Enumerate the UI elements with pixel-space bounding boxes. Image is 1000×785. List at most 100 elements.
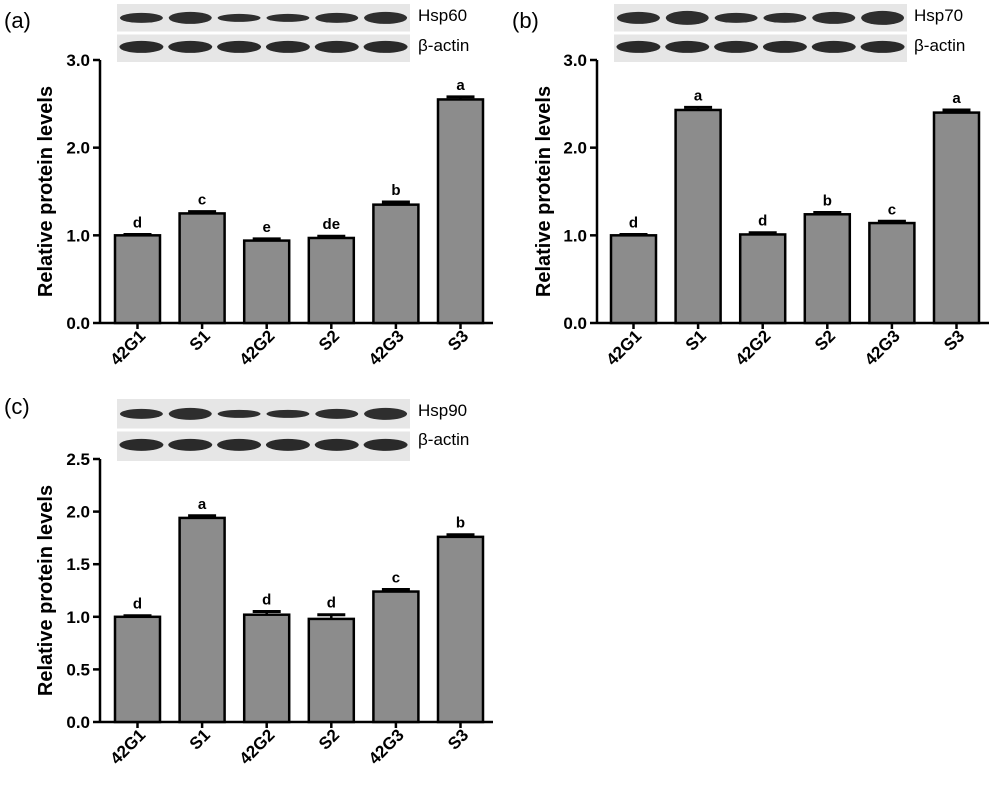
blot-label-actin: β-actin — [418, 36, 469, 55]
significance-label: d — [133, 596, 142, 613]
bar — [372, 203, 420, 325]
x-tick-label: S2 — [811, 326, 839, 354]
blot-band-actin — [860, 40, 905, 53]
significance-label: c — [198, 192, 206, 209]
panel-a: (a) Hsp60 β-actin 0.0 1.0 2.0 3.0 Relative prot… — [4, 4, 493, 369]
y-axis-title: Relative protein levels — [533, 86, 555, 297]
panel-c: (c) Hsp90 β-actin 0.0 0.5 1.0 1.5 2.0 2.5 Relativ… — [4, 394, 493, 768]
y-tick-label: 1.0 — [563, 226, 587, 245]
blot-band-actin — [665, 40, 710, 53]
x-tick-label: S2 — [315, 725, 343, 753]
y-tick-label: 2.5 — [66, 450, 90, 469]
y-tick-label: 3.0 — [66, 51, 90, 70]
bar — [738, 233, 787, 325]
significance-label: d — [758, 213, 767, 230]
blot-label-actin: β-actin — [418, 430, 469, 449]
y-tick-label: 2.0 — [66, 139, 90, 158]
significance-label: c — [392, 569, 400, 586]
significance-label: d — [327, 595, 336, 612]
y-tick-label: 1.0 — [66, 226, 90, 245]
y-tick-label: 2.0 — [66, 503, 90, 522]
significance-label: de — [323, 216, 341, 233]
y-tick-label: 1.0 — [66, 608, 90, 627]
bar — [178, 516, 226, 724]
blot-band-target — [315, 408, 359, 419]
x-tick-label: S2 — [315, 326, 343, 354]
blot-band-actin — [811, 40, 856, 53]
x-tick-label: S1 — [186, 326, 214, 354]
significance-label: d — [133, 214, 142, 231]
blot-band-actin — [217, 40, 262, 53]
panel-letter: (c) — [4, 394, 30, 419]
y-axis-title: Relative protein levels — [35, 86, 57, 297]
blot-band-actin — [762, 40, 807, 53]
blot-band-actin — [616, 40, 661, 53]
blot-band-target — [119, 408, 163, 419]
blot-band-target — [266, 409, 310, 418]
y-axis-title: Relative protein levels — [35, 485, 57, 696]
blot-band-target — [217, 409, 261, 418]
bar — [307, 236, 356, 325]
x-tick-label: 42G1 — [106, 725, 149, 768]
significance-label: a — [694, 87, 703, 104]
x-tick-label: 42G3 — [365, 326, 408, 369]
blot-band-target — [266, 13, 310, 22]
bar — [868, 221, 916, 325]
bar — [242, 239, 291, 325]
blot-band-target — [665, 10, 709, 25]
x-tick-label: 42G1 — [602, 326, 645, 369]
blot-band-actin — [363, 438, 408, 451]
significance-label: d — [262, 592, 271, 609]
bar — [803, 213, 852, 325]
blot-band-target — [217, 13, 261, 22]
significance-label: a — [952, 90, 961, 107]
x-tick-label: 42G3 — [365, 725, 408, 768]
x-tick-label: 42G2 — [236, 725, 279, 768]
x-tick-label: S3 — [444, 326, 472, 354]
blot-band-actin — [714, 40, 759, 53]
blot-label-actin: β-actin — [914, 36, 965, 55]
blot-band-target — [168, 11, 212, 24]
blot-band-target — [763, 12, 807, 23]
blot-band-actin — [119, 40, 164, 53]
panel-letter: (a) — [4, 8, 31, 33]
y-tick-label: 1.5 — [66, 555, 90, 574]
x-tick-label: 42G3 — [861, 326, 904, 369]
x-tick-label: 42G2 — [732, 326, 775, 369]
y-tick-label: 3.0 — [563, 51, 587, 70]
blot-band-target — [168, 407, 212, 420]
blot-label-target: Hsp60 — [418, 6, 467, 25]
x-tick-label: 42G2 — [236, 326, 279, 369]
blot-band-target — [714, 12, 758, 23]
blot-band-target — [812, 11, 856, 24]
bar — [436, 535, 485, 724]
x-tick-label: S1 — [186, 725, 214, 753]
y-tick-label: 0.0 — [563, 314, 587, 333]
bar — [609, 234, 658, 325]
x-tick-label: S3 — [940, 326, 968, 354]
bar — [436, 98, 485, 325]
blot-band-actin — [265, 438, 310, 451]
significance-label: d — [629, 214, 638, 231]
blot-label-target: Hsp70 — [914, 6, 963, 25]
significance-label: b — [456, 515, 465, 532]
significance-label: b — [823, 193, 832, 210]
blot-band-target — [364, 407, 408, 420]
bar — [307, 617, 356, 724]
y-tick-label: 0.5 — [66, 660, 90, 679]
significance-label: e — [263, 219, 271, 236]
blot-band-actin — [168, 438, 213, 451]
blot-band-actin — [119, 438, 164, 451]
blot-band-target — [315, 12, 359, 23]
blot-band-actin — [314, 40, 359, 53]
blot-band-actin — [168, 40, 213, 53]
blot-band-actin — [265, 40, 310, 53]
bar — [242, 613, 291, 724]
y-tick-label: 2.0 — [563, 139, 587, 158]
significance-label: b — [391, 182, 400, 199]
blot-band-actin — [363, 40, 408, 53]
x-tick-label: S1 — [682, 326, 710, 354]
bar — [932, 111, 981, 325]
bar — [372, 590, 420, 724]
